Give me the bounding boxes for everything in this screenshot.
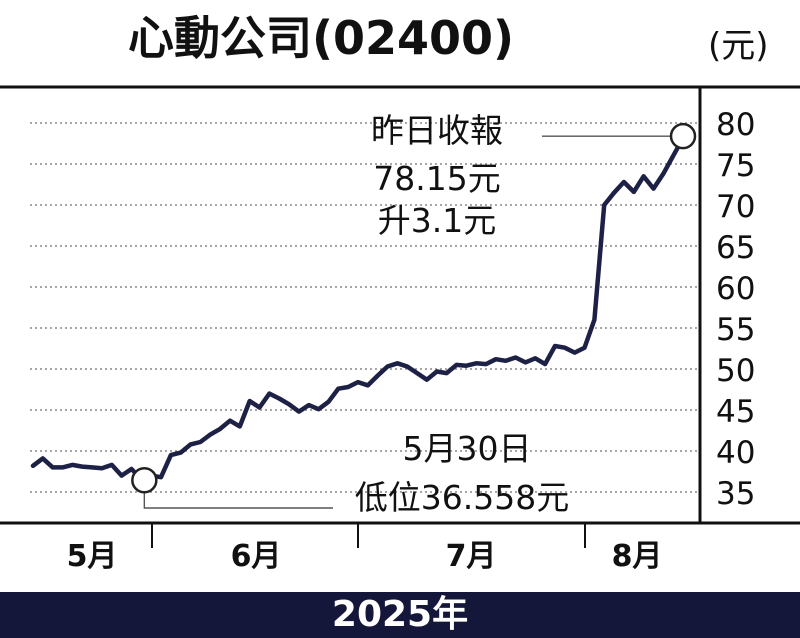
y-tick-label: 50 — [716, 353, 755, 389]
y-tick-label: 75 — [716, 148, 755, 184]
y-tick-label: 40 — [716, 435, 755, 471]
x-month-label: 5月 — [67, 539, 118, 574]
y-tick-label: 65 — [716, 230, 755, 266]
high-annotation-text: 昨日收報 — [371, 111, 503, 150]
price-series-line — [30, 135, 686, 482]
x-month-label: 6月 — [231, 539, 282, 574]
x-month-label: 8月 — [612, 539, 663, 574]
y-tick-label: 35 — [716, 476, 755, 512]
high-point-marker — [669, 122, 697, 150]
y-tick-label: 55 — [716, 312, 755, 348]
chart-svg: 35 40 45 50 55 60 65 70 75 80 5月 6月 7月 8月 昨日收報 78.15元升3… — [0, 85, 800, 574]
low-annotation-text: 低位36.558元 — [355, 478, 569, 517]
y-tick-label: 80 — [716, 107, 755, 143]
low-leader-line — [143, 492, 333, 509]
high-annotation-text: 升3.1元 — [378, 201, 496, 240]
y-tick-label: 70 — [716, 189, 755, 225]
y-tick-label: 60 — [716, 271, 755, 307]
chart-title: 心動公司(02400) — [128, 11, 515, 65]
y-unit-label: (元) — [708, 26, 769, 66]
low-annotation-text: 5月30日 — [403, 429, 532, 468]
year-label: 2025年 — [331, 594, 469, 635]
year-bar: 2025年 — [0, 592, 800, 638]
x-month-label: 7月 — [446, 539, 497, 574]
low-point-marker — [131, 466, 158, 494]
high-annotation-text: 78.15元 — [373, 159, 500, 198]
y-tick-label: 45 — [716, 394, 755, 430]
